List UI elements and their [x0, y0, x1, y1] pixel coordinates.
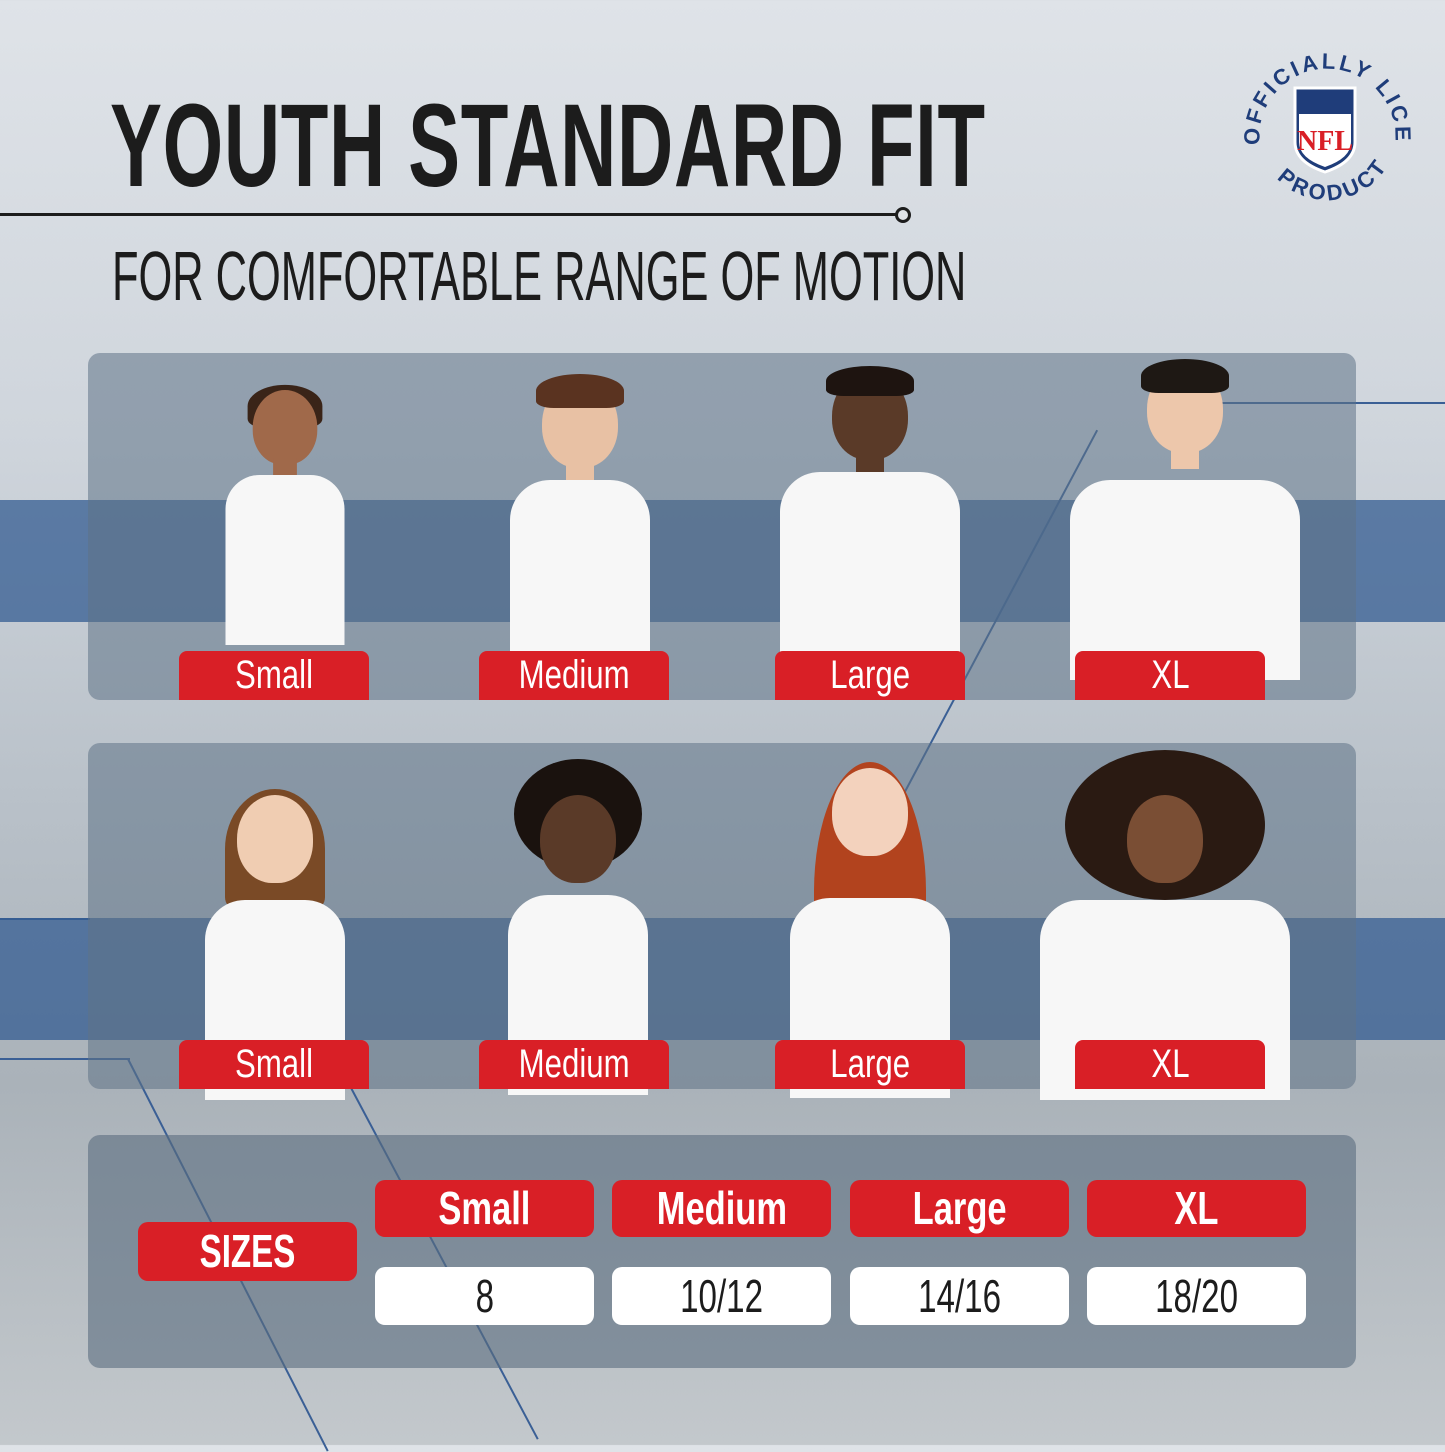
officially-licensed-badge: OFFICIALLY LICENSED PRODUCT NFL	[1221, 10, 1420, 220]
model-photo	[770, 762, 970, 1098]
size-header-text: Small	[438, 1182, 531, 1234]
size-header: Medium	[612, 1180, 831, 1237]
size-value-text: 8	[475, 1270, 494, 1322]
size-value-text: 14/16	[918, 1270, 1001, 1322]
model-photo	[478, 759, 678, 1095]
size-header: XL	[1087, 1180, 1306, 1237]
size-label-text: Large	[830, 653, 910, 697]
size-value-text: 18/20	[1155, 1270, 1238, 1322]
nfl-shield-logo: OFFICIALLY LICENSED PRODUCT NFL	[1221, 10, 1413, 206]
size-header: Small	[375, 1180, 594, 1237]
size-label-text: Small	[234, 1042, 314, 1086]
size-header: Large	[850, 1180, 1069, 1237]
size-label: Medium	[479, 1040, 669, 1089]
subtitle: FOR COMFORTABLE RANGE OF MOTION	[112, 237, 967, 315]
size-label-text: XL	[1150, 1042, 1190, 1086]
model-photo	[770, 366, 970, 672]
size-header-text: Large	[912, 1182, 1007, 1234]
size-value: 10/12	[612, 1267, 831, 1325]
size-label: Small	[179, 1040, 369, 1089]
size-value: 14/16	[850, 1267, 1069, 1325]
decor-line	[0, 1058, 130, 1060]
divider-end-dot	[895, 207, 911, 223]
size-label: Small	[179, 651, 369, 700]
size-label: Large	[775, 651, 965, 700]
size-label-text: Large	[830, 1042, 910, 1086]
size-value: 18/20	[1087, 1267, 1306, 1325]
nfl-logo-text: NFL	[1297, 126, 1353, 157]
size-header-text: Medium	[656, 1182, 787, 1234]
size-label-text: Small	[234, 653, 314, 697]
size-label: XL	[1075, 651, 1265, 700]
size-label: Large	[775, 1040, 965, 1089]
size-label-text: Medium	[518, 653, 630, 697]
size-value: 8	[375, 1267, 594, 1325]
model-photo	[1040, 750, 1290, 1100]
sizes-row-label: SIZES	[138, 1222, 357, 1281]
model-photo	[175, 789, 375, 1100]
size-label: Medium	[479, 651, 669, 700]
model-photo	[200, 384, 370, 645]
model-photo	[480, 374, 680, 680]
divider	[0, 213, 896, 216]
model-photo	[1070, 359, 1300, 680]
size-header-text: XL	[1174, 1182, 1219, 1234]
title-text: YOUTH STANDARD FIT	[110, 80, 986, 212]
size-label-text: XL	[1150, 653, 1190, 697]
size-label: XL	[1075, 1040, 1265, 1089]
sizes-label-text: SIZES	[199, 1225, 296, 1277]
size-value-text: 10/12	[680, 1270, 763, 1322]
size-label-text: Medium	[518, 1042, 630, 1086]
